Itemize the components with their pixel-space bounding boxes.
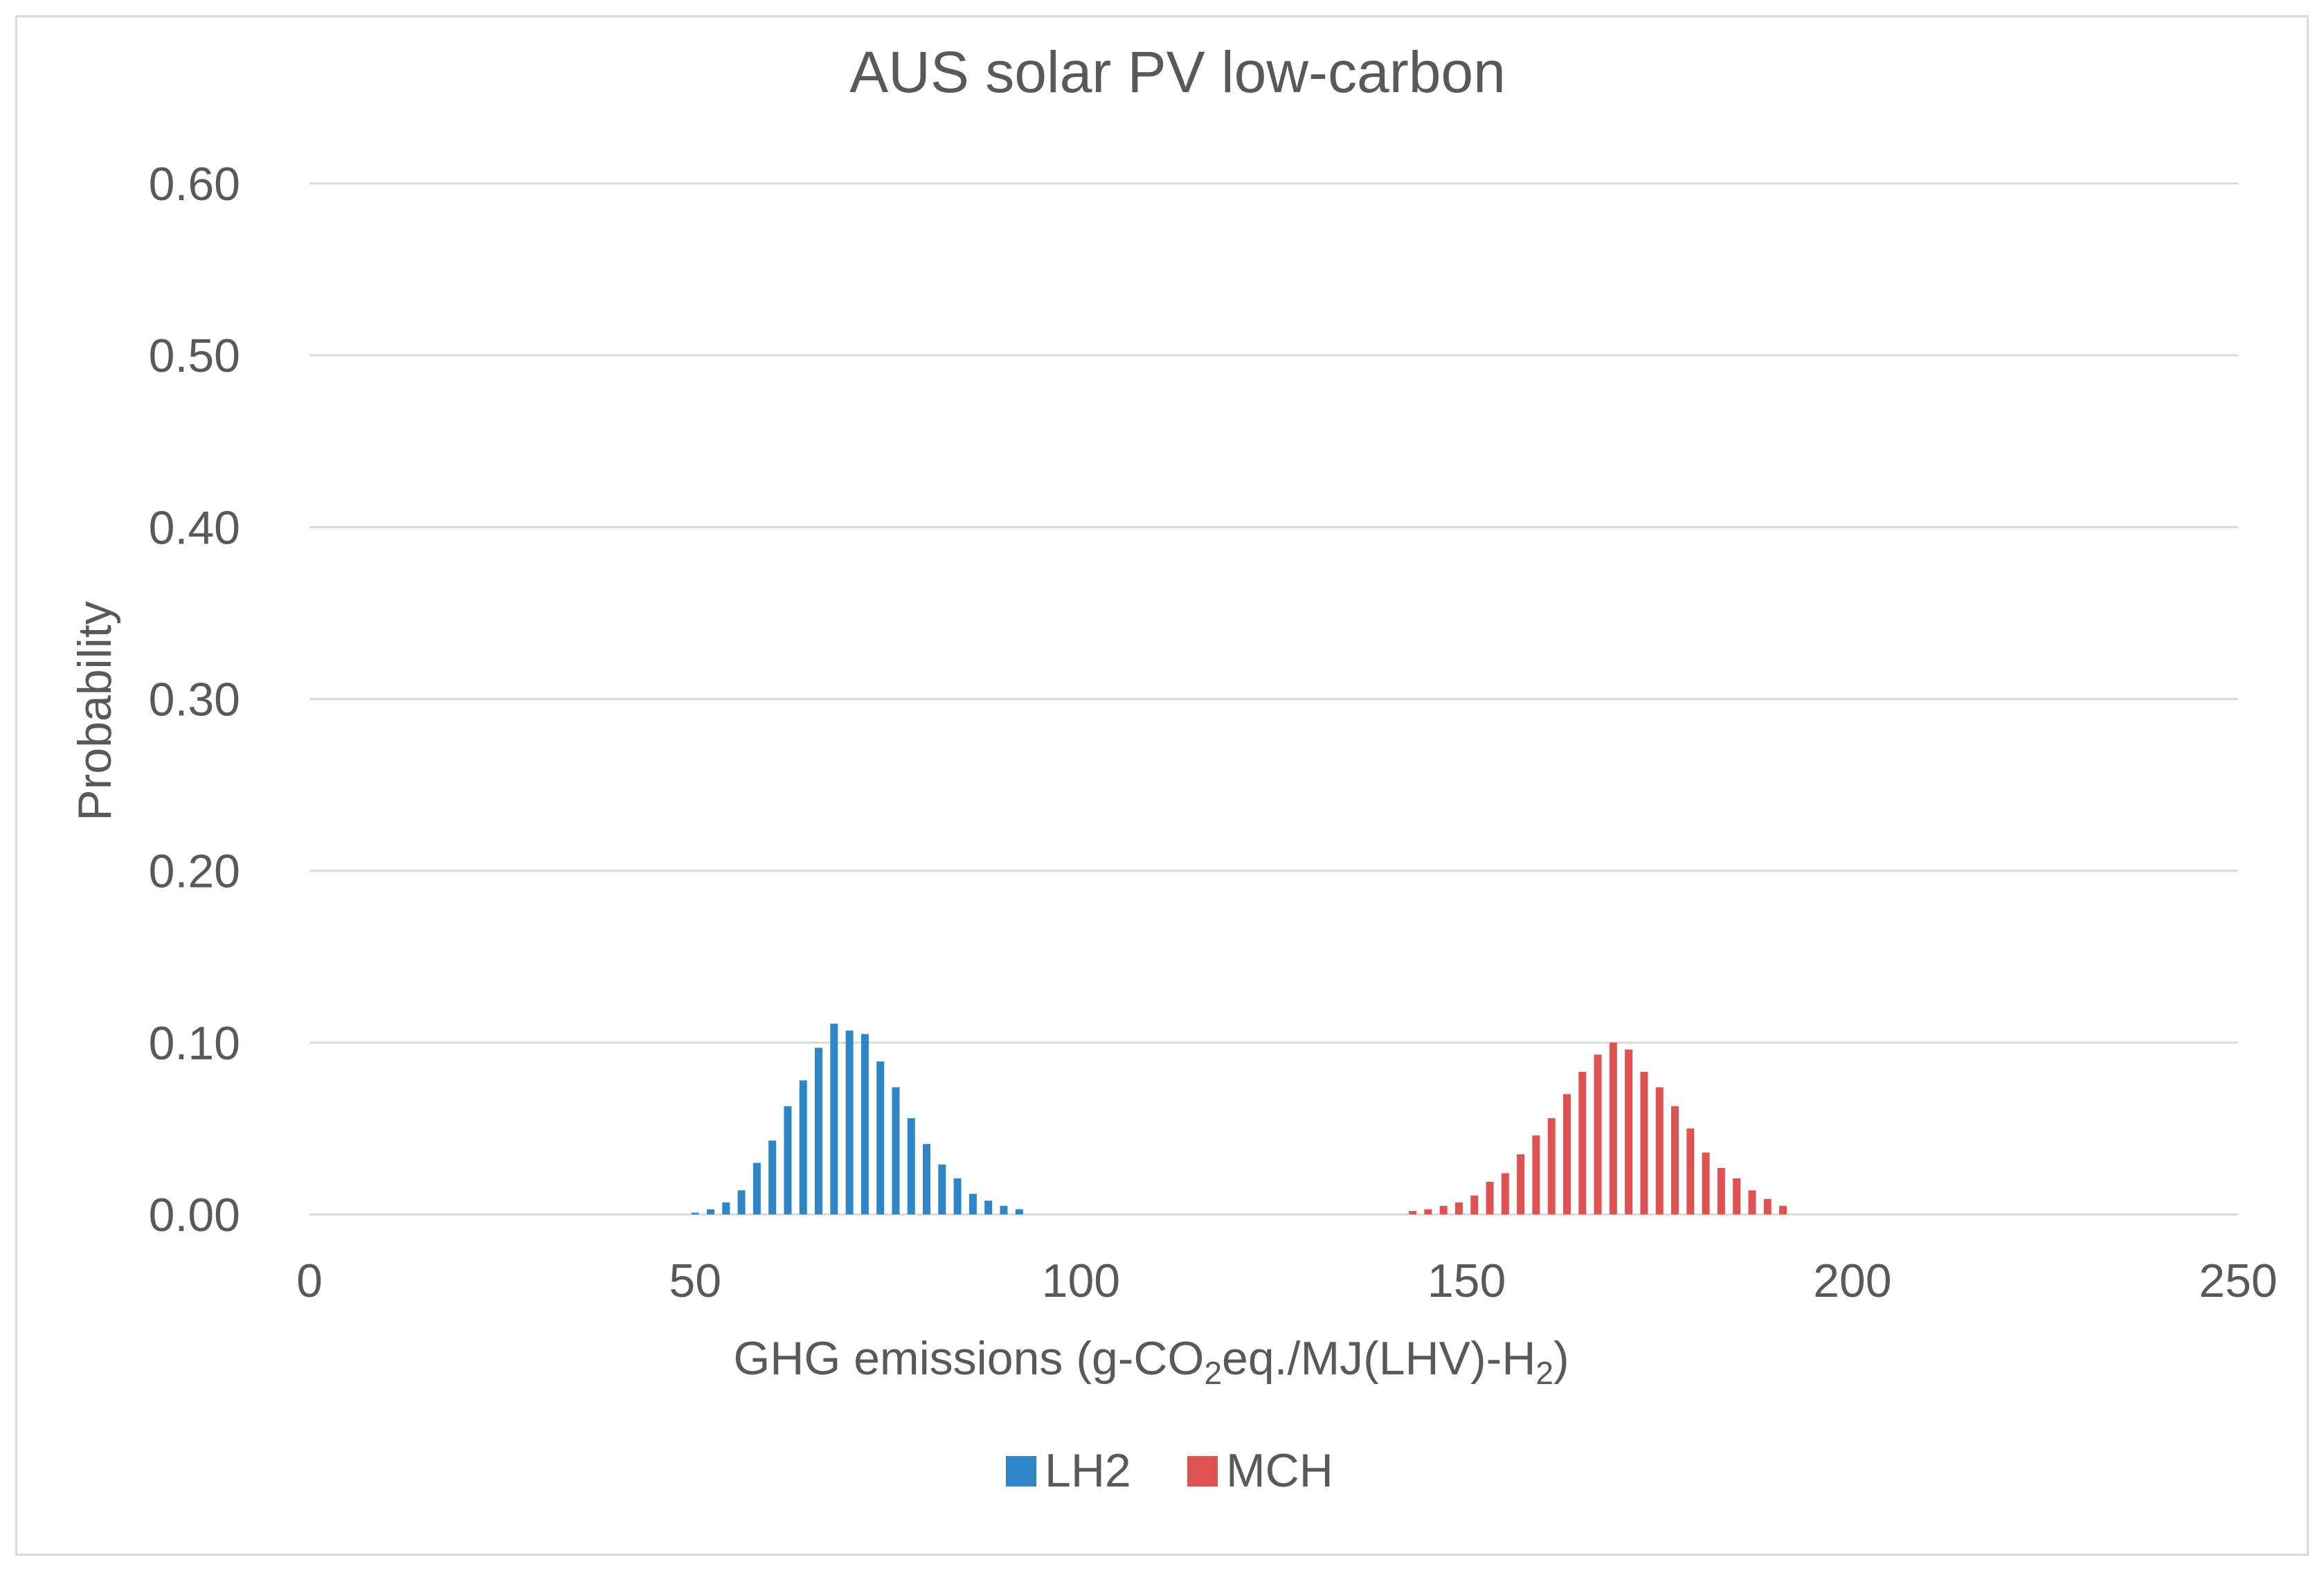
chart-frame: AUS solar PV low-carbon 0.00 0.10 0.20 0.30… [15, 15, 2309, 1556]
y-tick-label: 0.10 [149, 1017, 240, 1070]
bar-mch-167 [1594, 1054, 1602, 1214]
bar-lh2-50 [691, 1212, 699, 1214]
bar-lh2-90 [1000, 1205, 1008, 1214]
x-tick-label: 0 [296, 1255, 323, 1307]
y-tick-label: 0.60 [149, 158, 240, 210]
y-tick-label: 0.20 [149, 845, 240, 898]
bar-lh2-70 [845, 1030, 854, 1214]
bar-lh2-52 [706, 1209, 714, 1214]
bar-lh2-62 [784, 1106, 792, 1214]
bar-mch-187 [1748, 1190, 1756, 1214]
x-axis-title: GHG emissions (g-CO2eq./MJ(LHV)-H2) [733, 1332, 1569, 1391]
x-tick-label: 100 [1042, 1255, 1120, 1307]
bar-mch-155 [1501, 1173, 1509, 1214]
bar-lh2-60 [768, 1140, 777, 1214]
bar-mch-177 [1670, 1106, 1679, 1214]
bar-mch-153 [1486, 1181, 1494, 1214]
bar-mch-149 [1454, 1202, 1463, 1214]
bar-lh2-76 [892, 1087, 900, 1214]
legend-swatch-mch [1187, 1456, 1218, 1487]
bar-mch-175 [1655, 1087, 1664, 1214]
bar-lh2-84 [953, 1178, 962, 1214]
bar-mch-179 [1686, 1128, 1695, 1214]
x-tick-label: 250 [2199, 1255, 2277, 1307]
y-tick-label: 0.40 [149, 501, 240, 554]
bar-mch-185 [1733, 1178, 1741, 1214]
bar-lh2-78 [907, 1118, 915, 1214]
chart-title: AUS solar PV low-carbon [849, 39, 1506, 105]
bars [691, 1023, 1787, 1214]
bar-lh2-72 [861, 1034, 869, 1214]
y-tick-label: 0.30 [149, 674, 240, 726]
bar-lh2-92 [1015, 1209, 1023, 1214]
bar-mch-181 [1702, 1152, 1710, 1214]
bar-mch-189 [1763, 1199, 1772, 1214]
bar-lh2-66 [815, 1048, 823, 1214]
bar-lh2-88 [984, 1201, 993, 1214]
bar-mch-169 [1609, 1042, 1617, 1214]
bar-lh2-64 [799, 1080, 807, 1214]
bar-lh2-74 [876, 1061, 885, 1214]
legend-swatch-lh2 [1006, 1456, 1036, 1487]
bar-lh2-68 [830, 1023, 838, 1214]
y-axis-title: Probability [69, 601, 121, 821]
bar-mch-147 [1439, 1205, 1448, 1214]
bar-lh2-86 [969, 1194, 977, 1214]
x-tick-label: 200 [1813, 1255, 1891, 1307]
y-tick-label: 0.50 [149, 330, 240, 382]
bar-lh2-56 [737, 1190, 746, 1214]
bar-mch-159 [1532, 1135, 1540, 1214]
legend-label-lh2: LH2 [1045, 1444, 1131, 1497]
bar-lh2-54 [722, 1202, 730, 1214]
bar-mch-143 [1409, 1211, 1417, 1214]
chart-svg: AUS solar PV low-carbon 0.00 0.10 0.20 0.30… [69, 39, 2278, 1497]
legend: LH2 MCH [1006, 1444, 1333, 1497]
bar-mch-165 [1578, 1072, 1587, 1214]
bar-mch-151 [1470, 1195, 1479, 1214]
bar-lh2-82 [938, 1165, 946, 1214]
bar-mch-173 [1640, 1072, 1648, 1214]
bar-mch-157 [1517, 1154, 1525, 1214]
bar-mch-163 [1562, 1094, 1571, 1214]
bar-mch-171 [1625, 1049, 1633, 1214]
x-tick-label: 50 [669, 1255, 721, 1307]
y-tick-label: 0.00 [149, 1189, 240, 1241]
bar-lh2-58 [753, 1162, 761, 1214]
bar-mch-161 [1547, 1118, 1556, 1214]
x-axis-ticks: 0 50 100 150 200 250 [296, 1255, 2278, 1307]
bar-lh2-80 [923, 1144, 931, 1214]
y-axis-ticks: 0.00 0.10 0.20 0.30 0.40 0.50 0.60 [149, 158, 240, 1241]
bar-mch-191 [1779, 1205, 1787, 1214]
legend-label-mch: MCH [1226, 1444, 1333, 1497]
x-tick-label: 150 [1427, 1255, 1506, 1307]
bar-mch-145 [1424, 1209, 1432, 1214]
bar-mch-183 [1717, 1167, 1725, 1214]
gridlines [309, 182, 2238, 1216]
